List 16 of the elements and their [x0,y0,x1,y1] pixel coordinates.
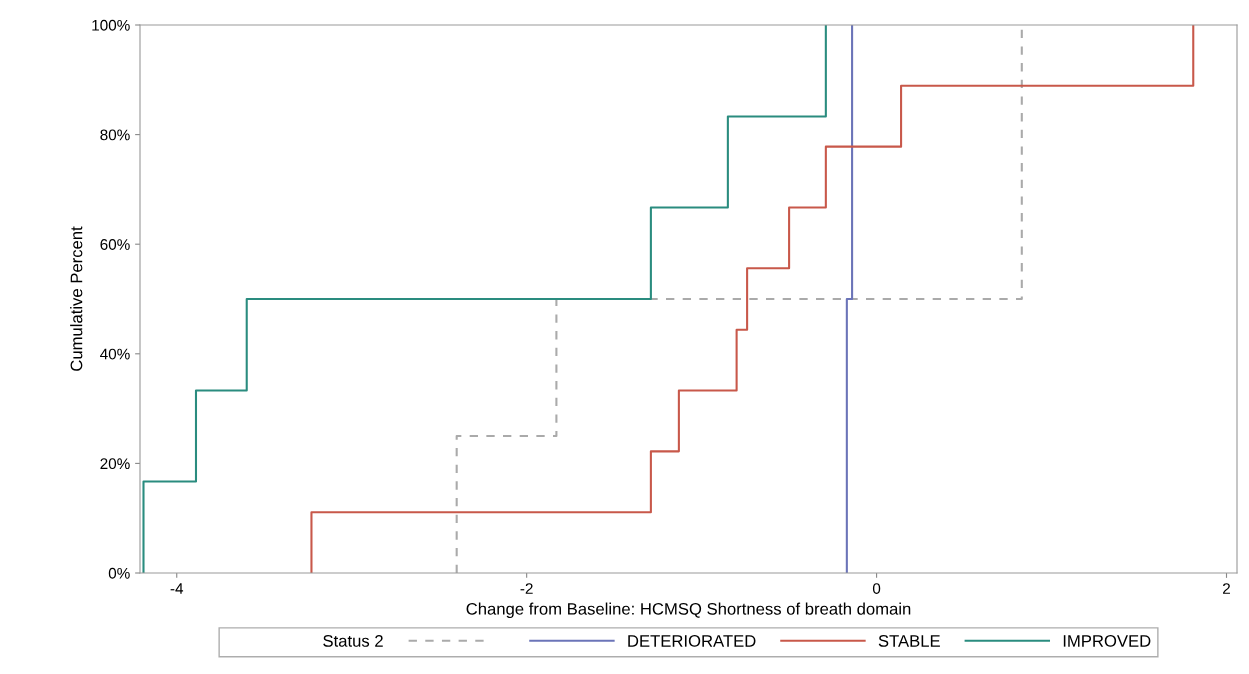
y-tick-label: 40% [100,348,130,360]
x-tick-label: 0 [872,583,881,594]
legend-title: Status 2 [323,635,383,647]
x-tick-label: -2 [520,583,533,594]
y-tick-label: 80% [100,129,130,141]
legend-label: DETERIORATED [628,635,756,647]
y-axis-title: Cumulative Percent [70,226,83,371]
y-tick-label: 100% [92,19,130,31]
y-tick-label: 0% [108,567,130,579]
legend-label: IMPROVED [1063,635,1151,647]
x-tick-label: -4 [170,583,184,594]
x-axis-title: Change from Baseline: HCMSQ Shortness of breath domain [466,602,911,619]
y-tick-label: 20% [100,458,130,470]
legend-label: STABLE [878,635,940,647]
y-tick-label: 60% [100,239,130,250]
x-tick-label: 2 [1223,583,1230,594]
